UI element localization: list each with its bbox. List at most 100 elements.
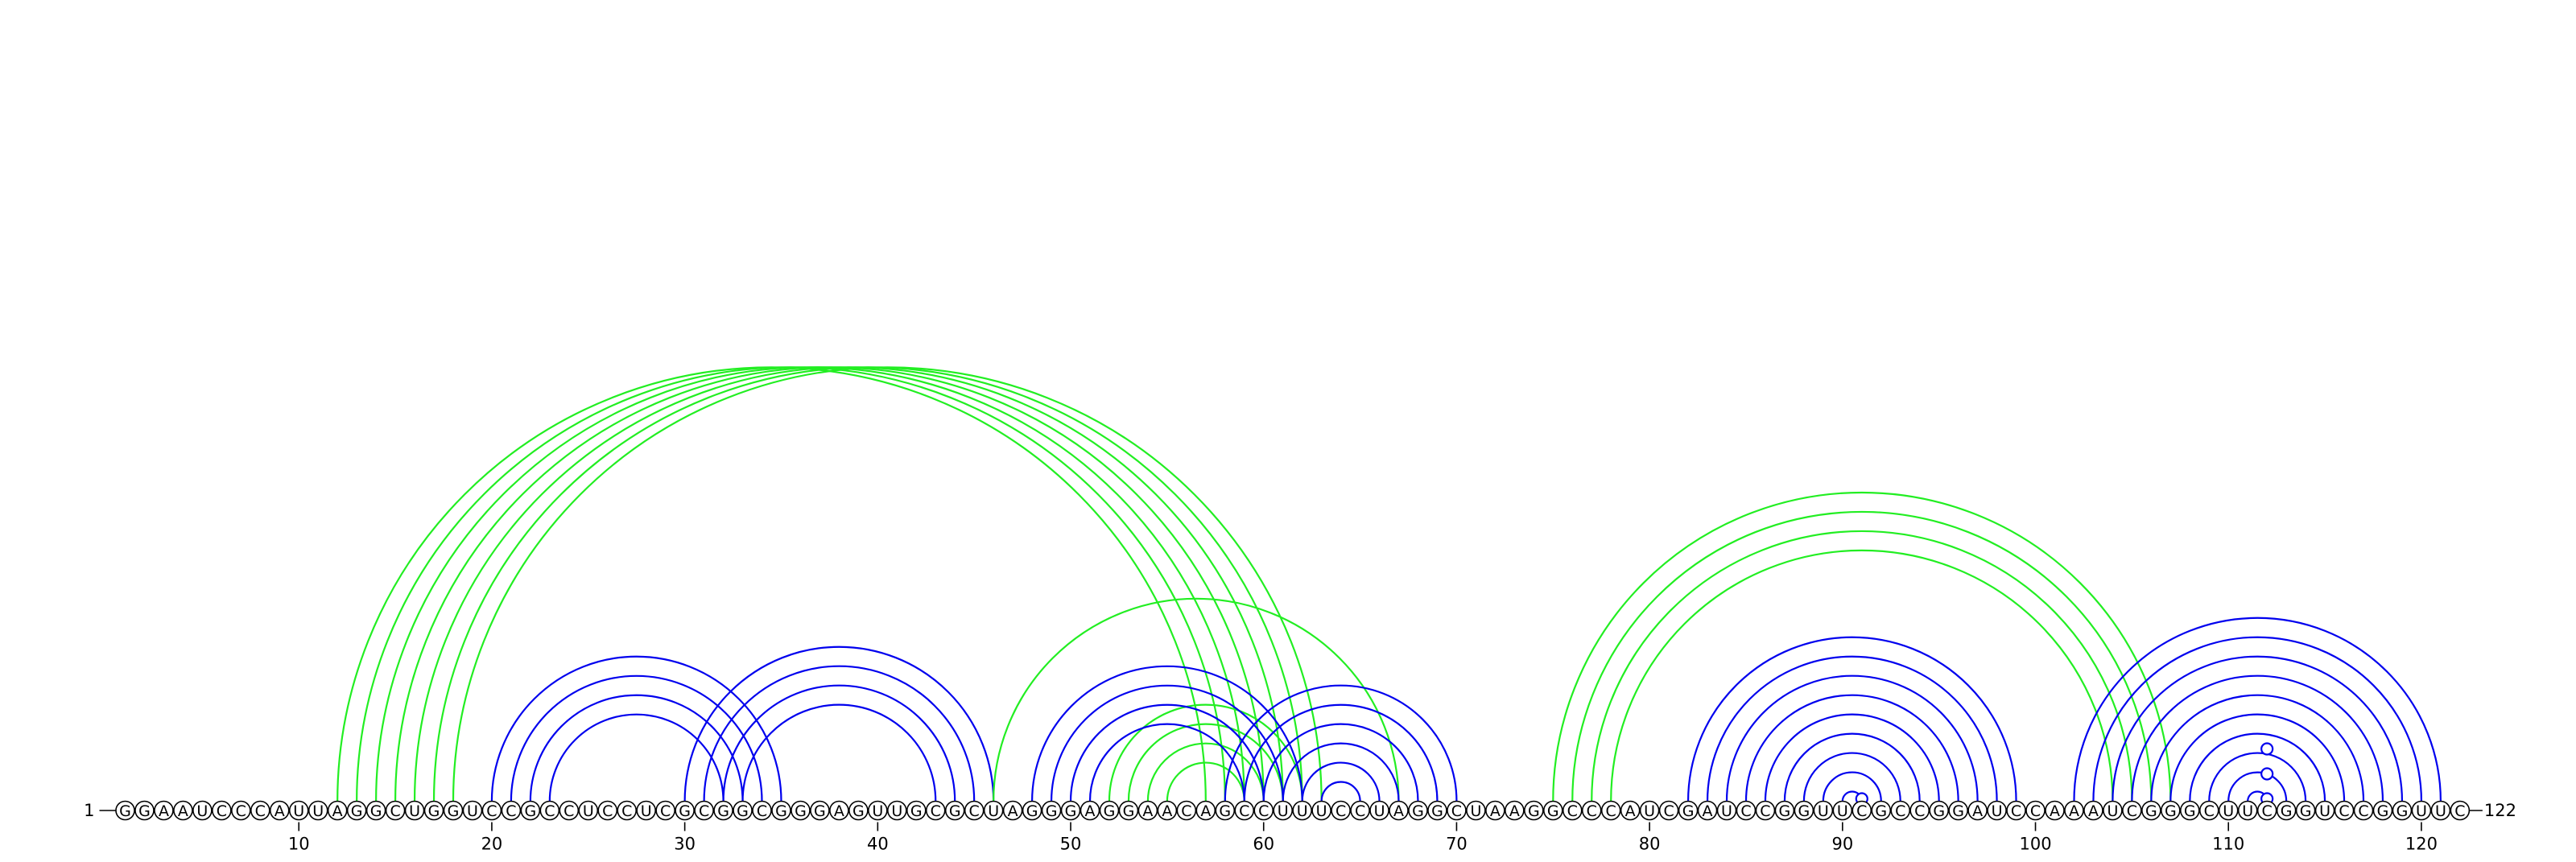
nucleotide-circle: [1137, 800, 1158, 821]
arc-green-17-62: [432, 366, 1303, 802]
nucleotide-circle: [1600, 800, 1621, 821]
nucleotide-letter: C: [969, 802, 980, 820]
arc-blue-89-92: [1822, 771, 1882, 802]
sequence-backbone: 1 122: [84, 801, 2516, 820]
nucleotide-circle: [636, 800, 656, 821]
nucleotide: C: [1350, 800, 1370, 821]
nucleotide-circle: [1524, 800, 1544, 821]
nucleotide-letter: A: [1509, 802, 1520, 820]
arc-green-16-61: [413, 366, 1284, 802]
nucleotide-circle: [1697, 800, 1718, 821]
nucleotide-circle: [250, 800, 270, 821]
nucleotide: G: [1427, 800, 1447, 821]
arc-blue-60-68: [1262, 723, 1419, 802]
nucleotide: U: [1369, 800, 1389, 821]
nucleotide: C: [2006, 800, 2026, 821]
nucleotide: C: [655, 800, 675, 821]
nucleotide-letter: G: [448, 802, 460, 820]
nucleotide-letter: U: [988, 802, 999, 820]
nucleotide: G: [2276, 800, 2297, 821]
nucleotide-circle: [539, 800, 560, 821]
nucleotide-letter: C: [1355, 802, 1365, 820]
nucleotide-letter: G: [949, 802, 961, 820]
nucleotide-letter: G: [852, 802, 865, 820]
nucleotide-letter: G: [1065, 802, 1077, 820]
nucleotide-letter: G: [1431, 802, 1443, 820]
nucleotide-circle: [694, 800, 714, 821]
arc-blue-58-70: [1224, 684, 1458, 802]
nucleotide-circle: [1852, 800, 1872, 821]
nucleotide: G: [771, 800, 791, 821]
nucleotide-circle: [1080, 800, 1100, 821]
nucleotide-letter: A: [1490, 802, 1501, 820]
nucleotide-letter: G: [351, 802, 363, 820]
nucleotide-letter: C: [236, 802, 246, 820]
arc-green-52-62: [1108, 703, 1303, 802]
nucleotide: C: [2025, 800, 2046, 821]
nucleotide: U: [1311, 800, 1331, 821]
nucleotide-circle: [501, 800, 522, 821]
nucleotide-circle: [2198, 800, 2219, 821]
nucleotide: U: [2411, 800, 2432, 821]
nucleotide: A: [1080, 800, 1100, 821]
position-tick: 50: [1060, 822, 1081, 854]
nucleotide: G: [675, 800, 695, 821]
nucleotide-circle: [1466, 800, 1486, 821]
nucleotide-circle: [1813, 800, 1834, 821]
nucleotide-circle: [925, 800, 946, 821]
nucleotide-letter: A: [1393, 802, 1404, 820]
nucleotide: G: [2372, 800, 2393, 821]
nucleotide-circle: [944, 800, 965, 821]
nucleotide-circle: [288, 800, 309, 821]
nucleotide: U: [887, 800, 907, 821]
nucleotide: A: [829, 800, 849, 821]
nucleotide: G: [848, 800, 869, 821]
nucleotide: G: [423, 800, 444, 821]
nucleotide: C: [2256, 800, 2277, 821]
arc-blue-22-33: [529, 694, 744, 802]
nucleotide: G: [2392, 800, 2413, 821]
nucleotide-letter: A: [1200, 802, 1211, 820]
nucleotide-letter: C: [1895, 802, 1905, 820]
nucleotide: G: [2179, 800, 2200, 821]
nucleotide-circle: [404, 800, 425, 821]
nucleotide: U: [2237, 800, 2258, 821]
nucleotide-circle: [1736, 800, 1757, 821]
arc-blue-62-66: [1301, 761, 1381, 802]
nucleotide-letter: G: [679, 802, 691, 820]
nucleotide-letter: G: [737, 802, 749, 820]
nucleotide-letter: C: [390, 802, 400, 820]
nucleotide: A: [1389, 800, 1409, 821]
nucleotide-letter: U: [293, 802, 304, 820]
position-tick: 30: [674, 822, 696, 854]
nucleotide: G: [1678, 800, 1699, 821]
nucleotide: G: [134, 800, 155, 821]
arc-blue-49-61: [1050, 684, 1284, 802]
nucleotide-letter: C: [2339, 802, 2349, 820]
tick-label: 120: [2405, 835, 2438, 854]
nucleotide-letter: C: [1181, 802, 1191, 820]
nucleotide-circle: [443, 800, 464, 821]
arc-green-13-58: [356, 366, 1226, 802]
arc-blue-20-35: [490, 655, 782, 802]
position-tick: 10: [288, 822, 310, 854]
nucleotide-circle: [868, 800, 888, 821]
nucleotide-circle: [1253, 800, 1274, 821]
arc-blue-87-94: [1783, 732, 1921, 802]
arc-green-78-104: [1610, 549, 2114, 802]
nucleotide-circle: [520, 800, 541, 821]
nucleotide: C: [481, 800, 502, 821]
nucleotide-circle: [1350, 800, 1370, 821]
nucleotide-letter: U: [1278, 802, 1289, 820]
nucleotide-circle: [2103, 800, 2123, 821]
nucleotide: A: [2083, 800, 2103, 821]
nucleotide-circle: [1447, 800, 1467, 821]
nucleotide-circle: [1967, 800, 1988, 821]
nucleotide-circle: [1331, 800, 1351, 821]
nucleotide-circle: [154, 800, 174, 821]
nucleotide: C: [1600, 800, 1621, 821]
nucleotide-circle: [2256, 800, 2277, 821]
tick-label: 30: [674, 835, 696, 854]
nucleotide: U: [2314, 800, 2335, 821]
